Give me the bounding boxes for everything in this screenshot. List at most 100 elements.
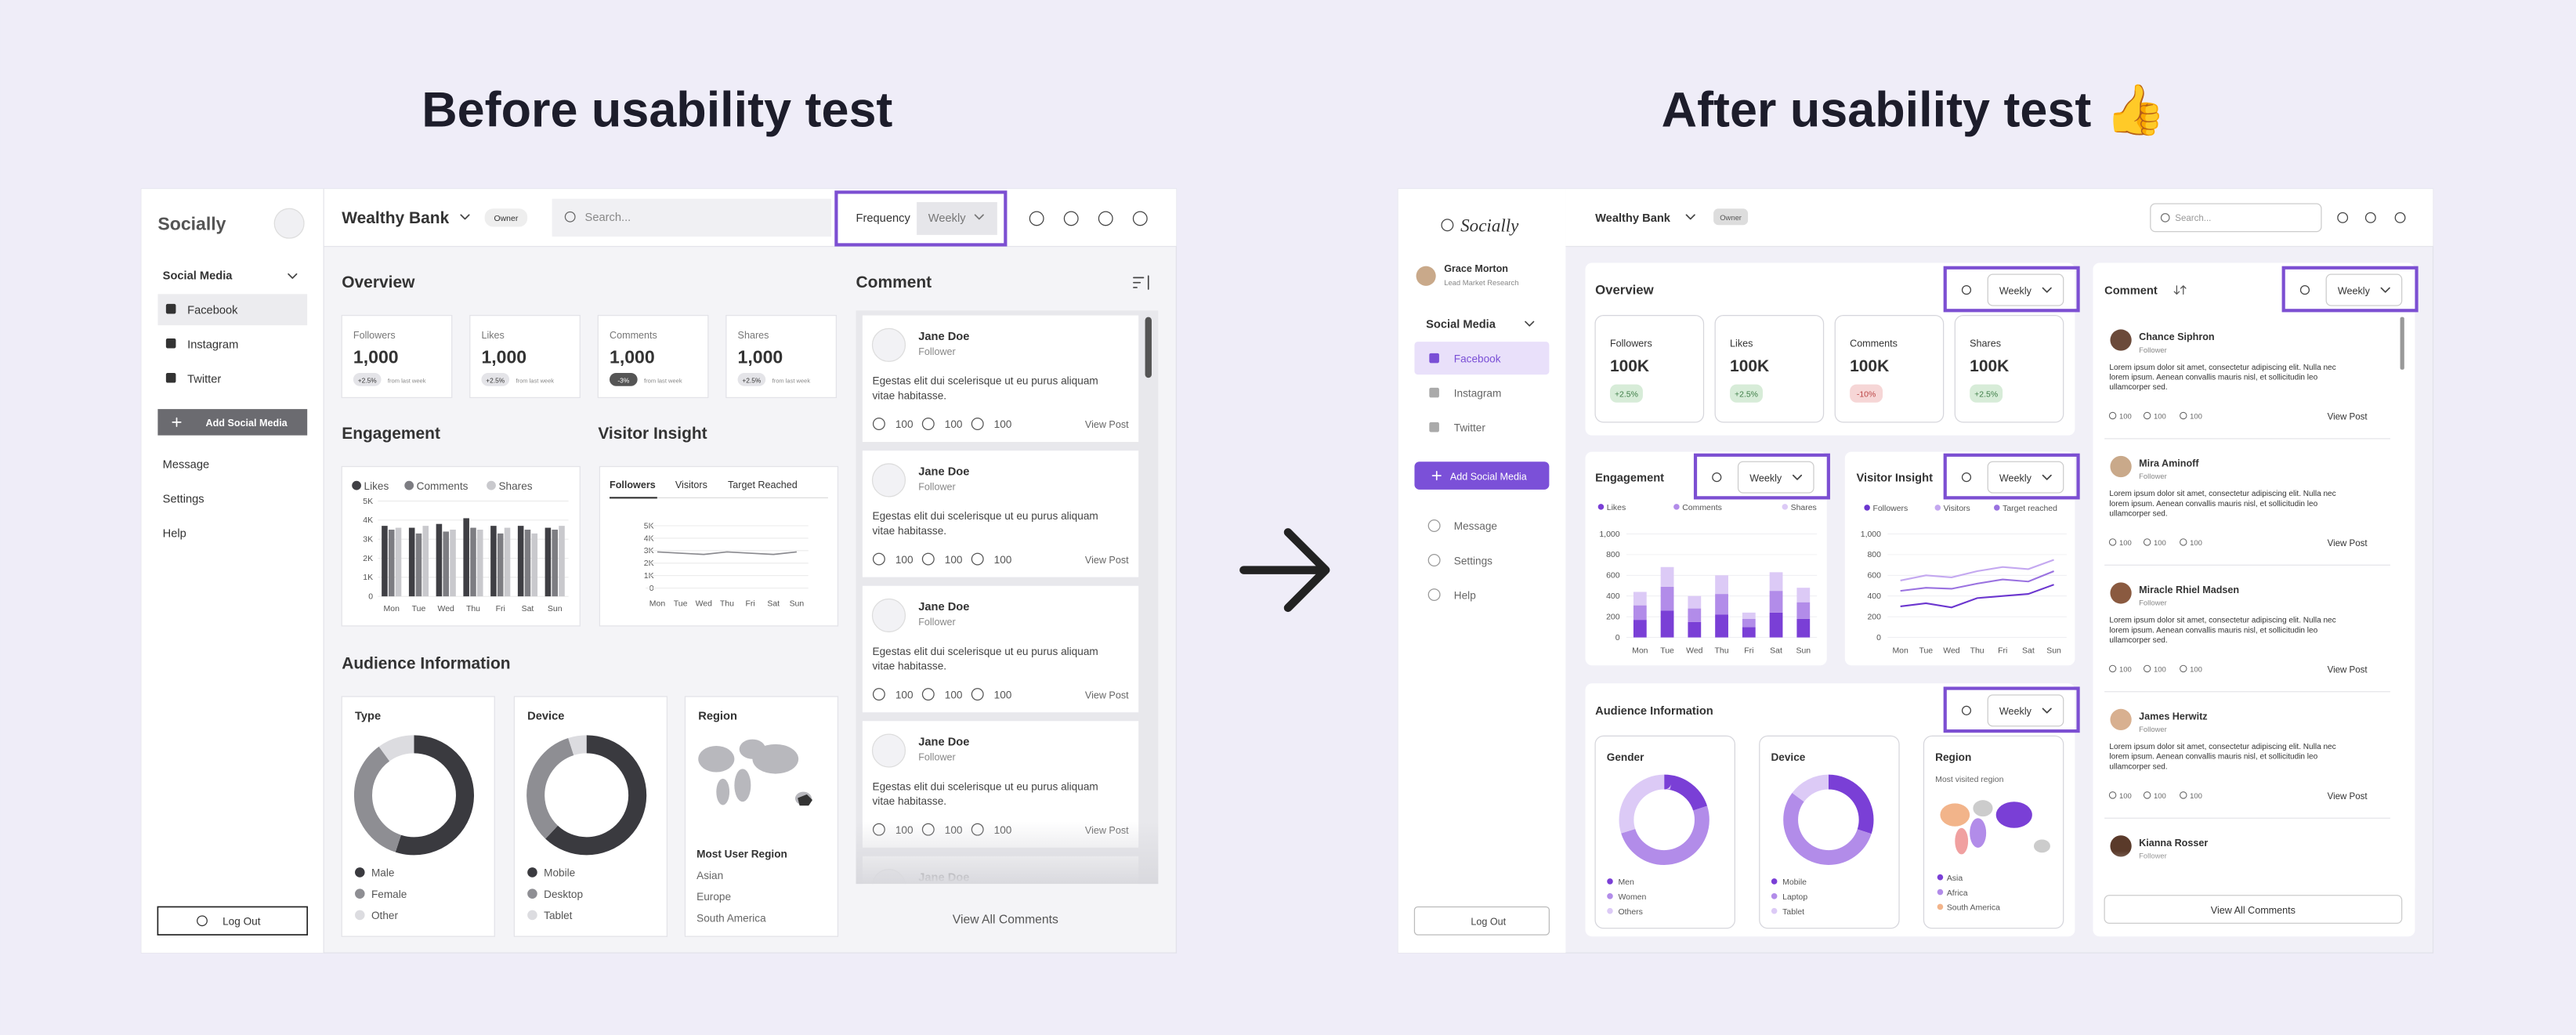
legend-dot xyxy=(1994,505,2000,511)
region-item: South America xyxy=(1947,904,2000,913)
avatar xyxy=(273,208,305,239)
nav-section[interactable]: Social Media xyxy=(163,270,233,282)
add-button[interactable] xyxy=(157,409,308,436)
legend-label: Comments xyxy=(1682,504,1722,512)
legend-dot xyxy=(527,867,537,878)
nav-item[interactable]: Instagram xyxy=(1454,387,1502,399)
add-button-label: Add Social Media xyxy=(206,418,288,429)
bar-segment xyxy=(1769,572,1783,592)
period-dropdown[interactable] xyxy=(1737,461,1814,494)
menu-item[interactable]: Help xyxy=(163,528,186,541)
legend-label: Tablet xyxy=(544,910,573,921)
y-tick-label: 3K xyxy=(363,536,373,545)
stat-label: Likes xyxy=(481,330,504,341)
nav-section[interactable]: Social Media xyxy=(1426,318,1496,331)
menu-item[interactable]: Message xyxy=(163,459,209,472)
y-tick-label: 5K xyxy=(363,498,373,506)
nav-item[interactable]: Twitter xyxy=(187,374,221,386)
section-title: Audience Information xyxy=(342,654,510,672)
view-post[interactable]: View Post xyxy=(2328,792,2368,802)
bar xyxy=(422,526,429,597)
stat-change: +2.5% xyxy=(1615,390,1638,399)
x-tick-label: Mon xyxy=(1632,646,1648,655)
comment-card xyxy=(2093,262,2415,937)
bar-segment xyxy=(1796,588,1811,603)
legend-label: Visitors xyxy=(1944,505,1970,513)
overview-card xyxy=(1585,262,2075,436)
bar-segment xyxy=(1715,594,1728,615)
view-post[interactable]: View Post xyxy=(2328,539,2368,548)
menu-item[interactable]: Settings xyxy=(1454,555,1492,566)
toolbar-icon xyxy=(1029,211,1044,226)
card-title: Gender xyxy=(1607,751,1644,763)
x-tick-label: Thu xyxy=(1970,646,1984,655)
view-all[interactable]: View All Comments xyxy=(953,913,1058,926)
search-box[interactable] xyxy=(552,198,832,237)
reaction-count: 100 xyxy=(2154,412,2166,421)
logout-button[interactable] xyxy=(1413,906,1550,935)
add-button[interactable] xyxy=(1414,461,1550,490)
search-box[interactable] xyxy=(2150,203,2322,233)
view-all-button[interactable] xyxy=(2104,895,2403,925)
reaction-icon xyxy=(921,552,935,566)
commenter-name: Jane Doe xyxy=(918,466,969,479)
nav-item[interactable]: Instagram xyxy=(187,339,238,352)
legend-dot xyxy=(487,480,496,490)
comment-text: Lorem ipsum dolor sit amet, consectetur … xyxy=(2109,617,2335,645)
period-value: Weekly xyxy=(1999,285,2032,296)
legend-dot xyxy=(1782,504,1789,510)
x-tick-label: Tue xyxy=(674,600,688,609)
legend-label: Likes xyxy=(364,480,389,492)
period-dropdown[interactable] xyxy=(1987,273,2064,306)
tab[interactable]: Visitors xyxy=(675,480,707,490)
role: Owner xyxy=(494,215,518,223)
map-shape xyxy=(752,744,799,774)
stat-change: -10% xyxy=(1857,390,1876,399)
stat-label: Followers xyxy=(1610,338,1652,349)
bar-segment xyxy=(1796,618,1811,638)
view-post[interactable]: View Post xyxy=(2328,413,2368,422)
legend-dot xyxy=(1771,878,1778,885)
menu-item[interactable]: Message xyxy=(1454,520,1497,532)
view-post[interactable]: View Post xyxy=(2328,666,2368,675)
donut-segment xyxy=(1619,774,1709,865)
y-tick-label: 600 xyxy=(1867,572,1881,581)
avatar xyxy=(871,733,906,768)
tab[interactable]: Target Reached xyxy=(728,480,798,490)
x-tick-label: Sat xyxy=(522,605,534,613)
frequency-dropdown[interactable] xyxy=(917,201,997,235)
menu-item[interactable]: Help xyxy=(1454,589,1476,601)
legend-dot xyxy=(527,888,537,899)
reaction-icon xyxy=(872,418,885,430)
view-post[interactable]: View Post xyxy=(1085,419,1129,430)
toolbar-icon xyxy=(1063,211,1079,226)
stat-value: 1,000 xyxy=(481,346,526,367)
nav-item[interactable]: Facebook xyxy=(1454,353,1501,364)
dot xyxy=(197,915,208,927)
nav-item[interactable]: Twitter xyxy=(1454,422,1486,433)
commenter-role: Follower xyxy=(2139,346,2167,354)
reaction-icon xyxy=(872,688,885,701)
highlight-box xyxy=(1943,266,2080,313)
nav-item[interactable]: Facebook xyxy=(187,304,238,317)
stat-label: Comments xyxy=(610,330,657,341)
menu-item[interactable]: Settings xyxy=(163,494,204,506)
period-dropdown[interactable] xyxy=(1987,694,2064,727)
logout-button[interactable] xyxy=(157,906,309,935)
region-subtitle: Most visited region xyxy=(1935,776,2003,784)
period-dropdown[interactable] xyxy=(2325,273,2403,306)
reaction-count: 100 xyxy=(2154,665,2166,674)
view-post[interactable]: View Post xyxy=(1085,555,1129,566)
highlight-box xyxy=(2281,266,2419,313)
change-pill xyxy=(481,372,510,386)
period-dropdown[interactable] xyxy=(1987,461,2064,494)
tab[interactable]: Followers xyxy=(610,480,656,490)
bar-segment xyxy=(1742,612,1756,619)
sidebar xyxy=(1398,189,1566,954)
view-post[interactable]: View Post xyxy=(1085,689,1129,700)
bar-segment xyxy=(1660,566,1674,587)
legend-label: Other xyxy=(371,910,399,921)
bar-segment xyxy=(1633,620,1647,638)
audience-subcard xyxy=(1594,735,1735,929)
